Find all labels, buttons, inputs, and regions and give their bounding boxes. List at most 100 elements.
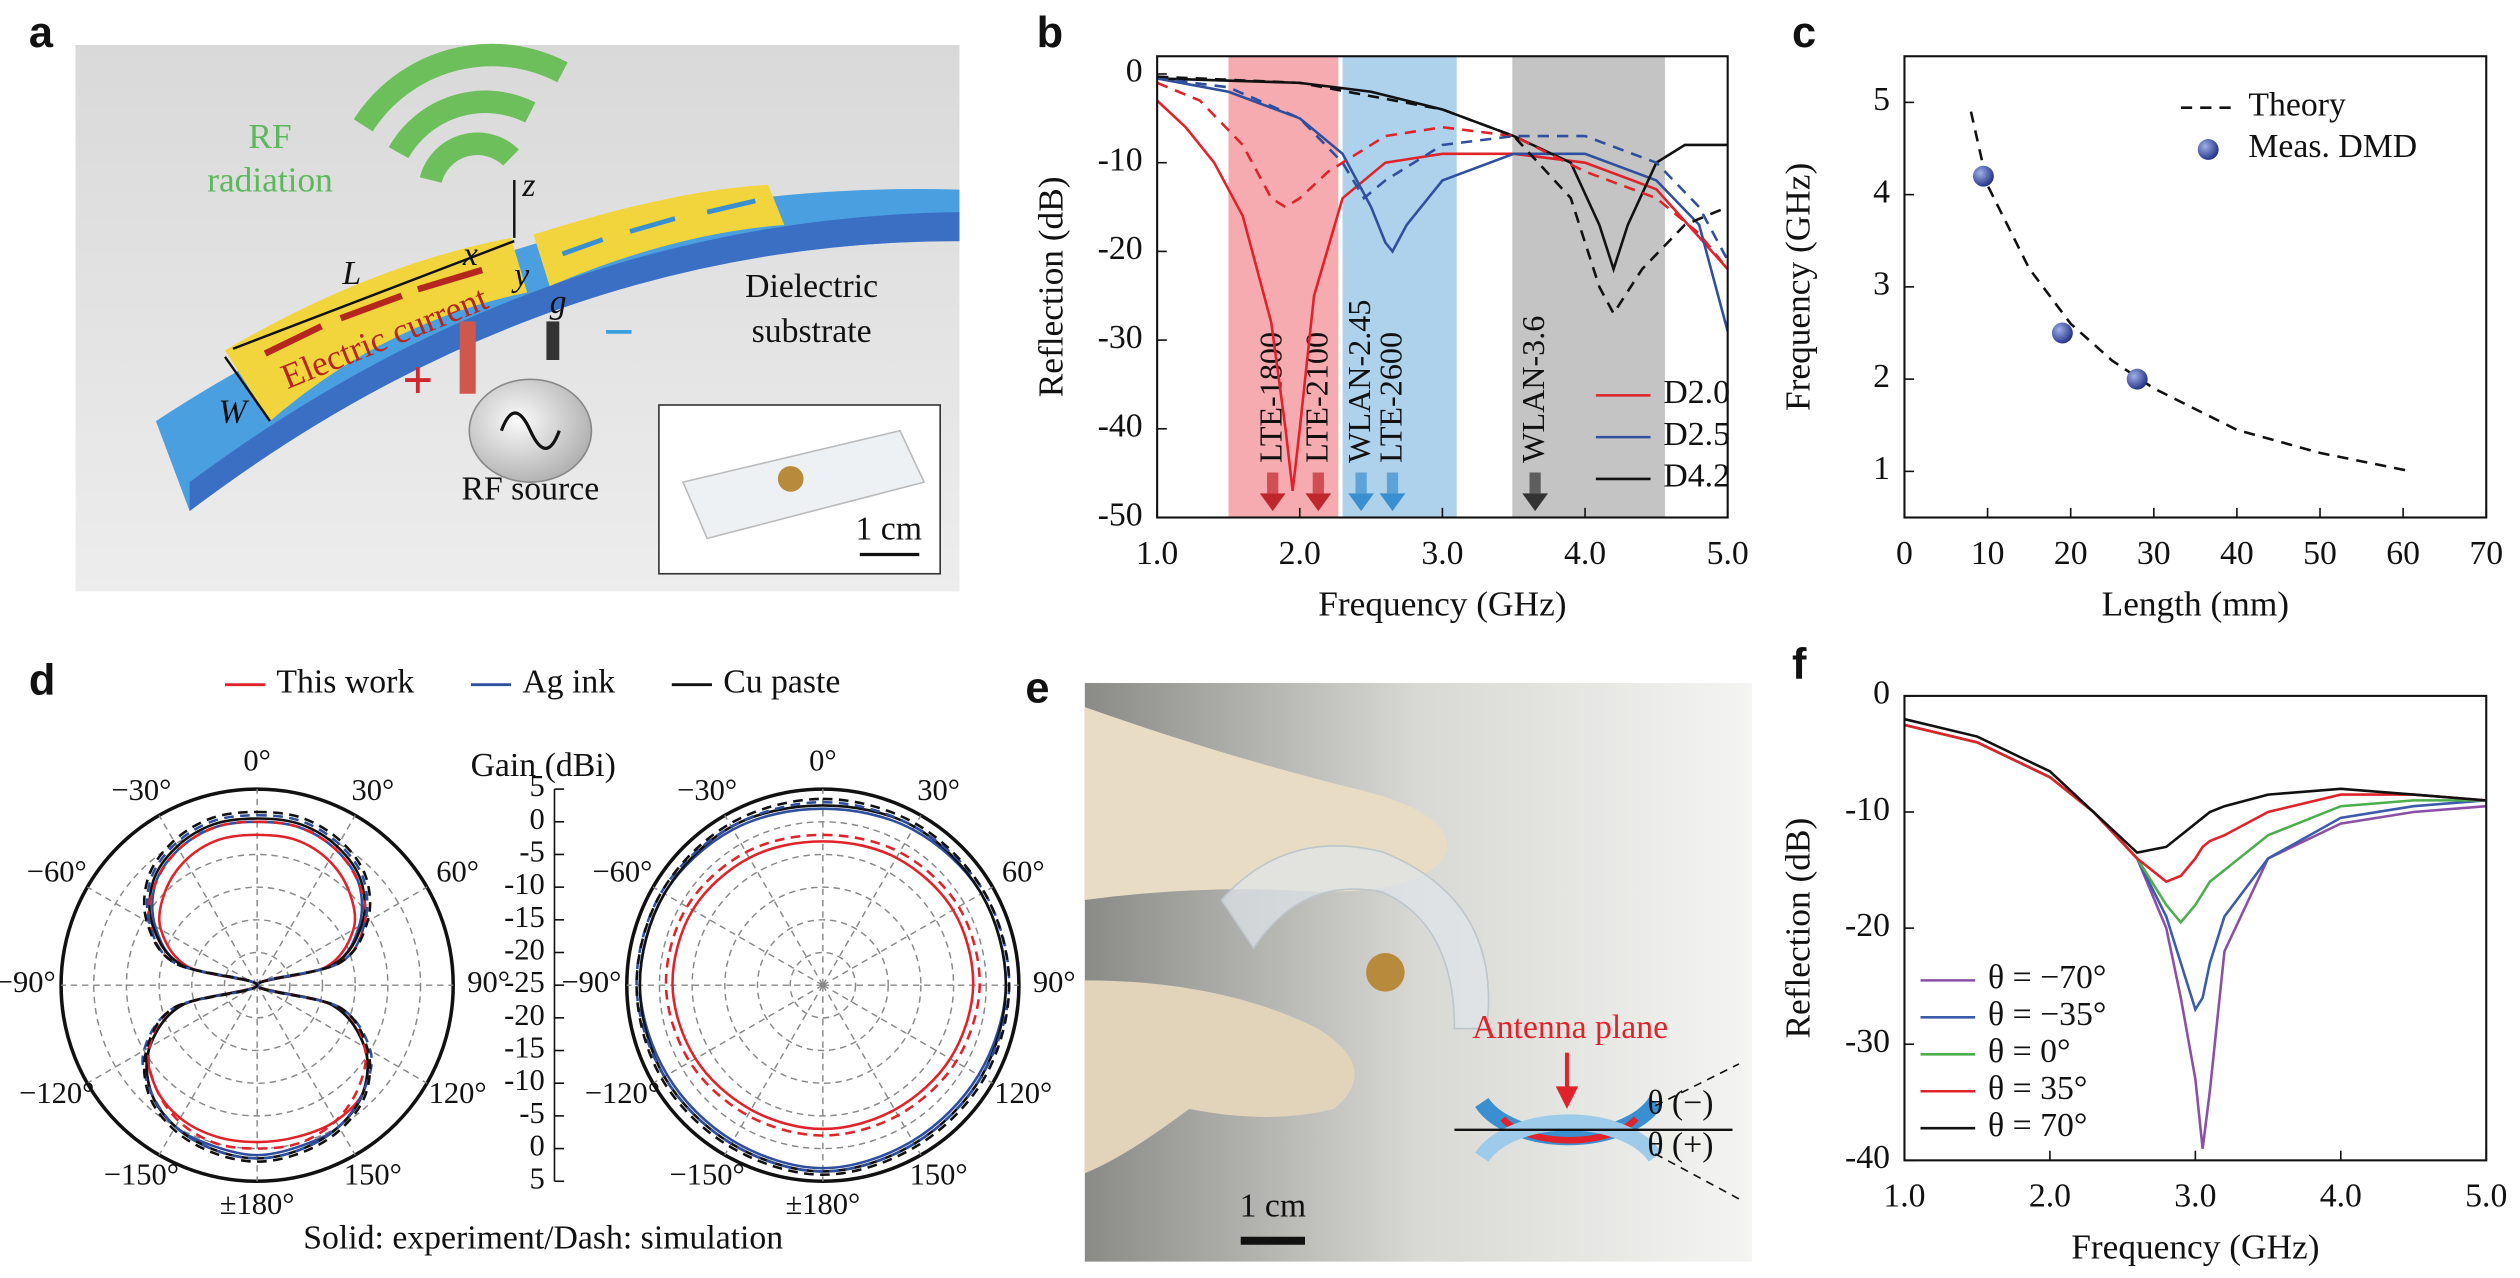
grid-circle — [125, 853, 389, 1117]
caption: Solid: experiment/Dash: simulation — [303, 1219, 783, 1256]
series-line — [1969, 111, 2412, 473]
marker-head — [1305, 493, 1332, 512]
theta-tick-label: −90° — [561, 965, 621, 999]
theta-tick-label: −120° — [19, 1076, 94, 1110]
theta-tick-label: ±180° — [220, 1187, 295, 1221]
arrow — [629, 216, 676, 234]
dimension-line — [232, 239, 515, 350]
radial-tick-label: 0 — [530, 1129, 545, 1163]
theta-tick-label: −150° — [104, 1157, 179, 1191]
grid-spoke — [86, 984, 258, 1084]
x-axis-label: Length (mm) — [2102, 584, 2289, 624]
wave — [419, 132, 519, 184]
marker-label: LTE-1800 — [1253, 332, 1289, 463]
pattern-simulation — [635, 800, 1011, 1173]
theta-tick-label: ±180° — [785, 1187, 860, 1221]
panel-letter: f — [1792, 640, 1807, 688]
label: 1 cm — [855, 511, 922, 548]
grid-circle — [191, 919, 324, 1052]
legend-label: This work — [276, 663, 414, 700]
panel-e: e Antenna plane θ (−) θ (+) 1 cm — [1025, 665, 1752, 1262]
grid-circle — [756, 919, 889, 1052]
x-tick-label: 3.0 — [2174, 1178, 2216, 1215]
rf-waves — [353, 43, 568, 184]
series-line — [1157, 77, 1728, 261]
grid-spoke — [86, 886, 258, 986]
x-tick-label: 0 — [1896, 535, 1913, 572]
radial-tick-label: -5 — [519, 1096, 544, 1130]
theta-tick-label: 60° — [436, 854, 479, 888]
arrow — [263, 323, 323, 357]
x-tick-label: 3.0 — [1421, 535, 1463, 572]
y-tick-label: -20 — [1845, 907, 1890, 944]
radial-tick-label: -10 — [504, 1063, 545, 1097]
radial-tick-label: -15 — [504, 900, 545, 934]
x-tick-label: 5.0 — [1707, 535, 1749, 572]
series-line — [1157, 77, 1728, 274]
x-tick-label: 50 — [2303, 535, 2337, 572]
legend-label: Ag ink — [522, 663, 615, 700]
x-tick-label: 40 — [2220, 535, 2254, 572]
panel-letter: b — [1037, 9, 1064, 57]
grid-circle — [691, 853, 955, 1117]
marker-stem — [1386, 472, 1399, 494]
label: RF source — [461, 471, 599, 508]
y-axis-label: Frequency (GHz) — [1778, 163, 1818, 411]
x-tick-label: 1.0 — [1136, 535, 1178, 572]
marker-stem — [1312, 472, 1324, 494]
arrowhead — [1555, 1086, 1579, 1109]
radial-tick-label: 5 — [530, 769, 545, 803]
band-marker — [1305, 472, 1332, 512]
x-tick-label: 30 — [2137, 535, 2171, 572]
x-tick-label: 1.0 — [1883, 1178, 1925, 1215]
band — [1342, 56, 1457, 518]
y-tick-label: -20 — [1098, 230, 1143, 267]
grid-spoke — [822, 984, 994, 1084]
y-tick-label: 3 — [1873, 266, 1890, 303]
band-marker — [1348, 472, 1374, 512]
inset-device — [681, 429, 926, 540]
y-tick-label: -30 — [1098, 319, 1143, 356]
legend-label: θ = 70° — [1988, 1107, 2087, 1144]
label: 1 cm — [1240, 1187, 1307, 1224]
series-line — [1157, 75, 1728, 317]
marker-label: WLAN-2.45 — [1341, 300, 1377, 463]
y-tick-label: 5 — [1873, 81, 1890, 118]
series-line — [1157, 99, 1728, 492]
plot-frame — [1903, 55, 2488, 519]
x-axis-label: Frequency (GHz) — [2071, 1226, 2319, 1266]
radial-tick-label: 0 — [530, 802, 545, 836]
label: L — [341, 255, 361, 292]
pattern-experiment — [145, 820, 369, 1157]
sine — [499, 411, 561, 450]
radial-tick-label: 5 — [530, 1161, 545, 1195]
x-tick-label: 60 — [2386, 535, 2420, 572]
label: substrate — [752, 313, 872, 350]
theta-tick-label: 90° — [467, 965, 510, 999]
x-tick-label: 20 — [2054, 535, 2088, 572]
legend-marker — [2197, 139, 2219, 160]
marker-stem — [1267, 472, 1279, 494]
theta-tick-label: 0° — [809, 743, 836, 777]
label: Dielectric — [745, 268, 878, 305]
series-line — [1904, 723, 2487, 884]
grid-spoke — [822, 886, 994, 986]
y-tick-label: 0 — [1126, 53, 1143, 90]
arrow — [561, 237, 604, 257]
theta-tick-label: −60° — [592, 854, 652, 888]
theta-tick-label: −150° — [670, 1157, 745, 1191]
marker-head — [1259, 493, 1286, 512]
grid-circle — [724, 886, 922, 1084]
label: x — [462, 236, 478, 273]
grid-circle — [223, 951, 291, 1019]
wave — [388, 90, 536, 159]
legend-label: D2.0 — [1663, 374, 1730, 411]
current-arrows — [263, 266, 484, 357]
radial-tick-label: -10 — [504, 867, 545, 901]
theta-tick-label: 60° — [1002, 854, 1045, 888]
panel-a: a RF radiation L x z y g W Electric curr… — [29, 9, 960, 592]
grid-circle — [789, 951, 857, 1019]
label: RF — [248, 116, 291, 156]
theta-tick-label: 150° — [910, 1157, 968, 1191]
band — [1228, 56, 1339, 518]
